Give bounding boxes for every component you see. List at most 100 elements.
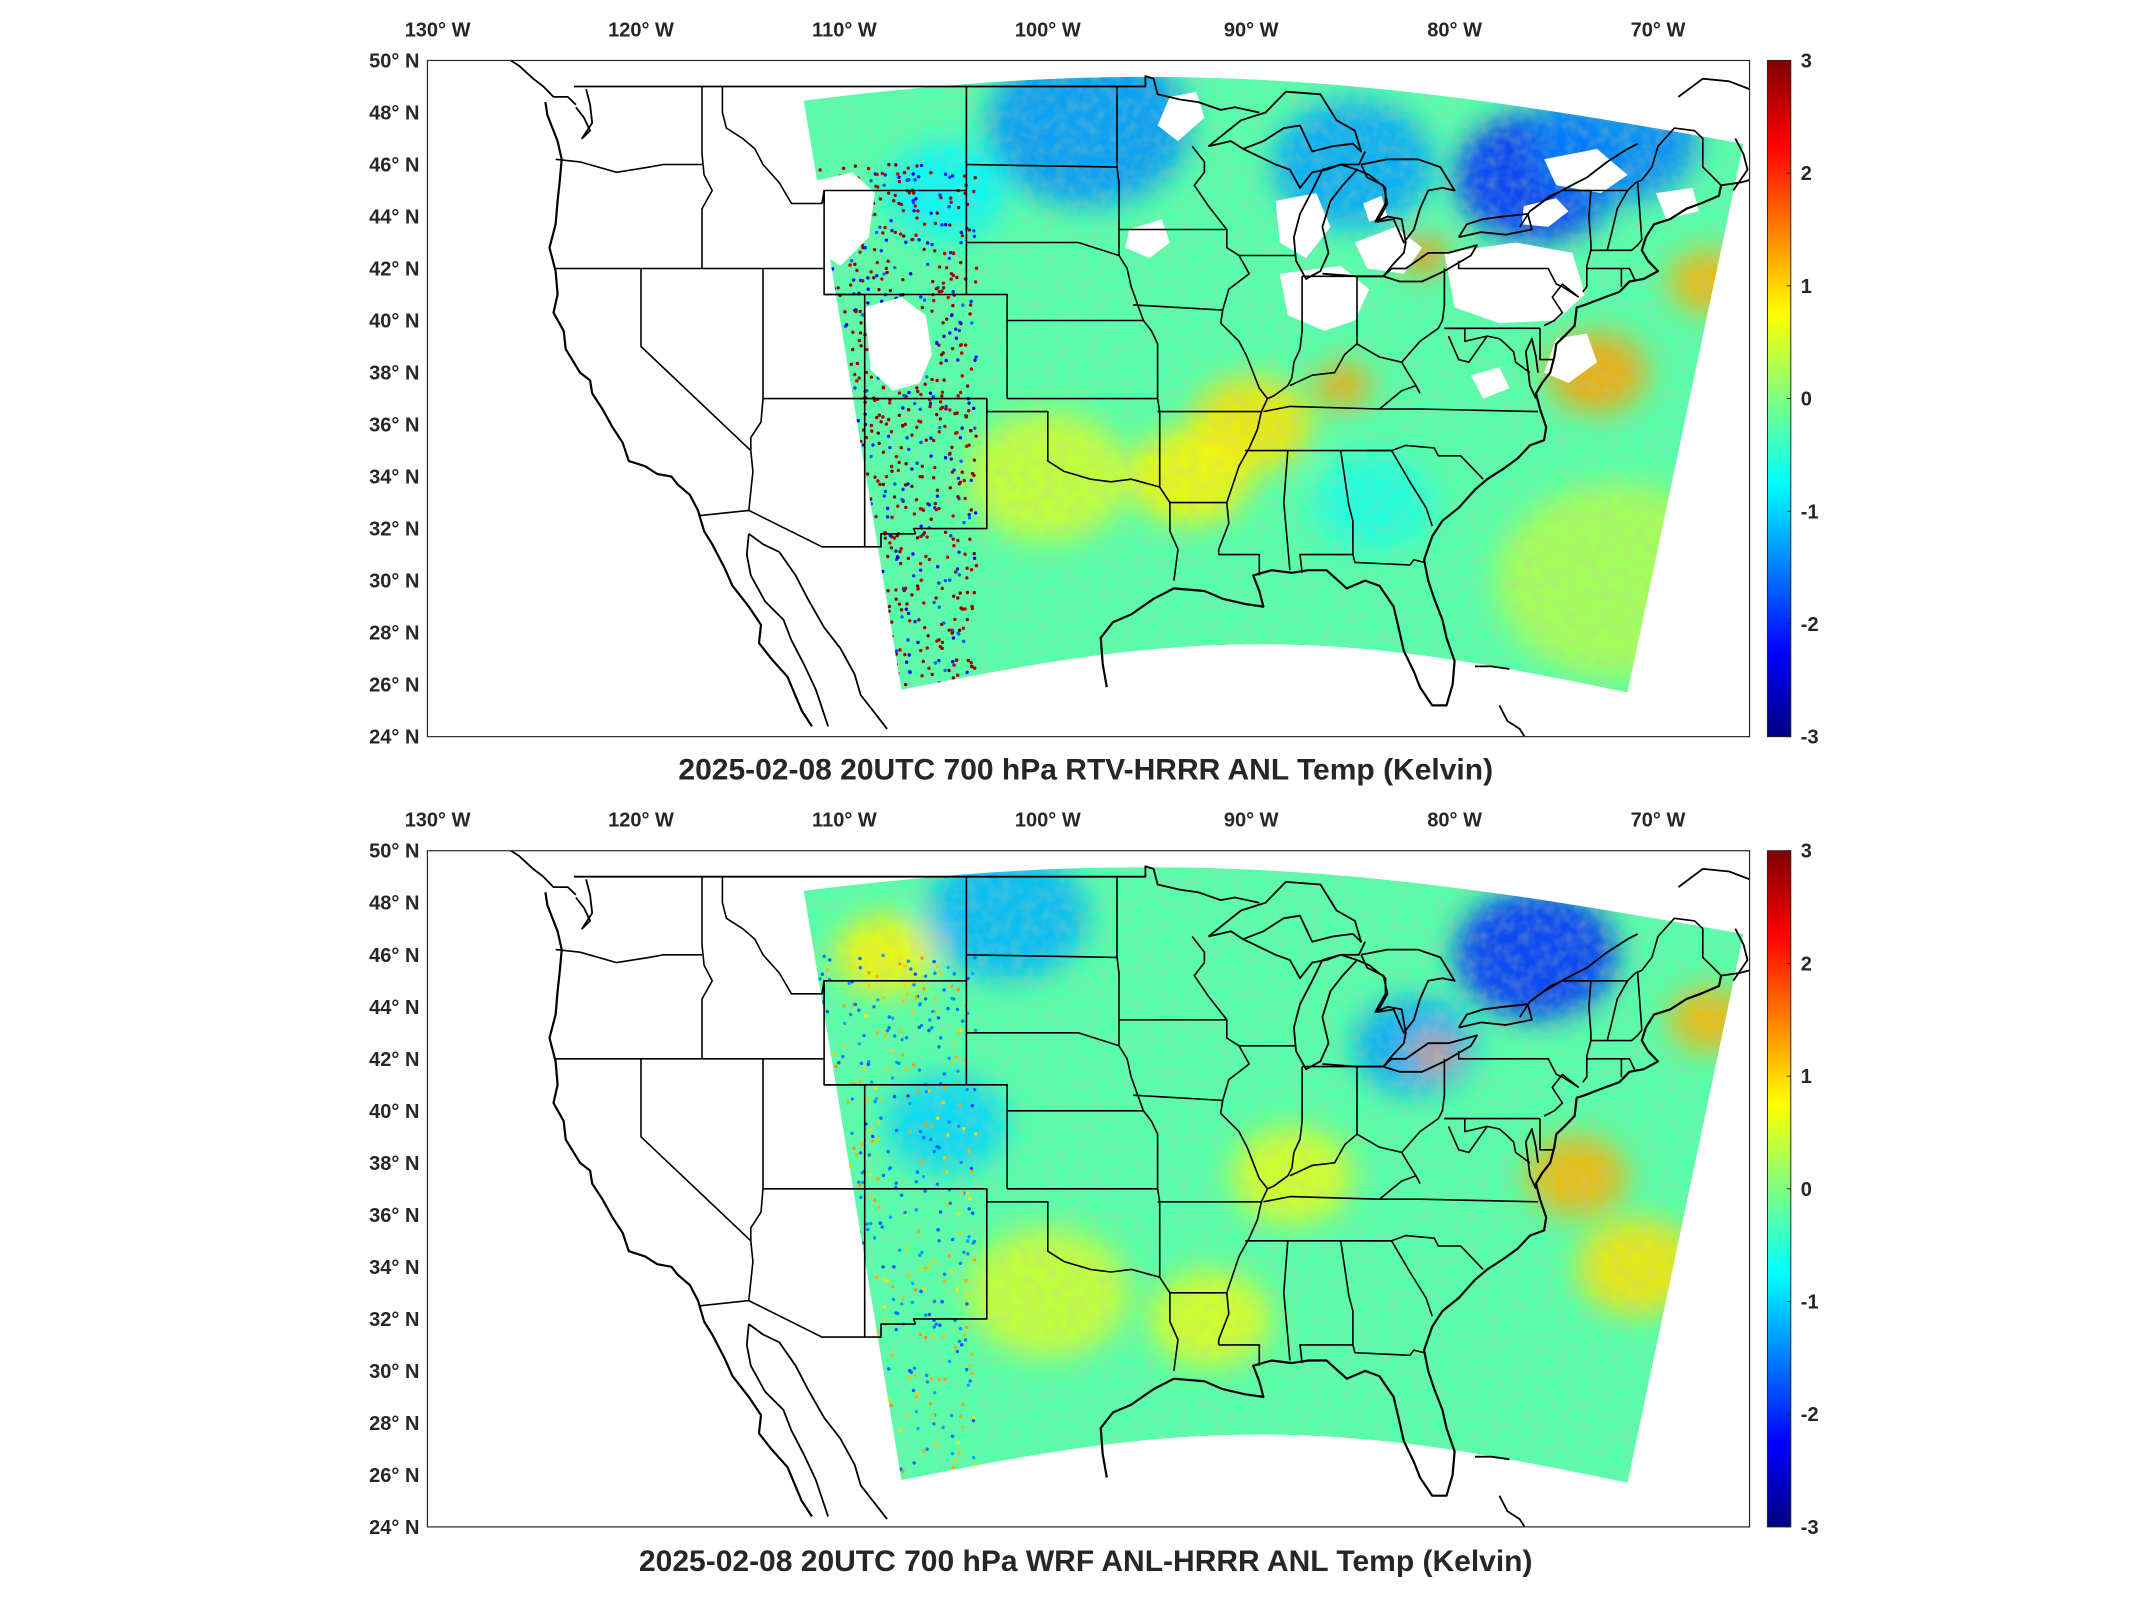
speckle-point — [864, 1344, 868, 1348]
speckle-point — [833, 450, 837, 455]
speckle-point — [803, 1281, 806, 1286]
speckle-point — [890, 469, 894, 473]
speckle-point — [808, 607, 812, 611]
speckle-point — [900, 615, 904, 619]
speckle-point — [837, 1061, 841, 1065]
speckle-point — [920, 1250, 924, 1255]
speckle-point — [956, 358, 960, 362]
map-frame — [426, 59, 1751, 738]
speckle-point — [972, 1258, 976, 1262]
speckle-point — [825, 618, 829, 622]
speckle-point — [819, 1071, 823, 1075]
speckle-point — [894, 163, 898, 167]
speckle-point — [867, 970, 871, 975]
speckle-point — [860, 1263, 864, 1267]
speckle-point — [865, 572, 869, 576]
speckle-point — [805, 1004, 809, 1009]
speckle-point — [905, 436, 909, 440]
speckle-point — [917, 419, 921, 423]
speckle-point — [940, 586, 944, 591]
speckle-point — [969, 299, 973, 304]
speckle-point — [837, 387, 841, 391]
speckle-point — [872, 1005, 876, 1009]
speckle-point — [804, 513, 809, 517]
speckle-point — [819, 1376, 823, 1380]
speckle-point — [960, 426, 964, 430]
speckle-point — [925, 241, 930, 245]
speckle-point — [844, 418, 848, 422]
speckle-point — [808, 650, 812, 655]
speckle-point — [876, 431, 881, 435]
state-border — [640, 1058, 752, 1242]
speckle-point — [857, 1230, 862, 1235]
speckle-point — [973, 956, 977, 960]
speckle-point — [890, 620, 894, 624]
speckle-point — [966, 658, 971, 663]
speckle-point — [922, 531, 927, 535]
speckle-point — [932, 600, 936, 605]
speckle-point — [821, 440, 825, 444]
speckle-point — [820, 972, 825, 976]
latitude-tick-label: 24° N — [369, 1517, 419, 1539]
speckle-point — [847, 657, 852, 661]
speckle-point — [948, 223, 952, 227]
speckle-point — [873, 663, 877, 667]
speckle-point — [842, 500, 846, 504]
speckle-point — [847, 1382, 852, 1387]
speckle-point — [960, 607, 965, 611]
speckle-point — [818, 168, 822, 172]
canada-west-coastline — [509, 60, 577, 106]
speckle-point — [856, 418, 860, 423]
speckle-point — [869, 454, 873, 459]
speckle-point — [828, 336, 832, 340]
speckle-point — [813, 996, 817, 1000]
speckle-point — [908, 1130, 913, 1134]
speckle-point — [943, 456, 948, 460]
speckle-point — [935, 488, 940, 492]
speckle-point — [973, 426, 977, 430]
speckle-point — [862, 1066, 866, 1071]
speckle-point — [832, 360, 837, 364]
speckle-point — [830, 267, 835, 271]
speckle-point — [943, 1085, 947, 1089]
speckle-point — [925, 375, 929, 379]
speckle-point — [937, 430, 941, 434]
speckle-point — [953, 617, 957, 622]
speckle-point — [970, 471, 975, 476]
speckle-point — [866, 166, 871, 171]
speckle-point — [873, 1099, 877, 1104]
speckle-point — [897, 1248, 902, 1252]
speckle-point — [958, 591, 962, 595]
speckle-point — [947, 668, 951, 673]
speckle-point — [871, 1457, 875, 1461]
speckle-point — [820, 531, 825, 535]
speckle-point — [936, 1228, 940, 1232]
speckle-point — [941, 1100, 945, 1105]
speckle-point — [803, 429, 807, 433]
speckle-point — [820, 430, 824, 434]
speckle-point — [890, 1353, 894, 1357]
state-border — [1457, 1051, 1580, 1089]
speckle-point — [888, 401, 892, 405]
speckle-point — [825, 574, 829, 578]
speckle-point — [805, 1033, 809, 1037]
speckle-point — [929, 1376, 934, 1381]
speckle-point — [926, 262, 930, 267]
speckle-point — [939, 361, 943, 365]
speckle-point — [844, 323, 849, 327]
speckle-point — [896, 468, 901, 473]
speckle-point — [816, 355, 820, 360]
speckle-point — [930, 672, 934, 677]
speckle-point — [889, 1403, 894, 1408]
lake-superior-shore — [1207, 881, 1362, 943]
speckle-point — [859, 344, 863, 348]
speckle-point — [849, 362, 854, 367]
speckle-point — [886, 554, 890, 559]
speckle-point — [927, 557, 931, 562]
speckle-point — [847, 981, 851, 986]
speckle-point — [872, 1348, 876, 1353]
speckle-point — [813, 196, 817, 200]
speckle-point — [973, 666, 977, 670]
state-border — [555, 158, 702, 174]
speckle-point — [858, 331, 863, 335]
